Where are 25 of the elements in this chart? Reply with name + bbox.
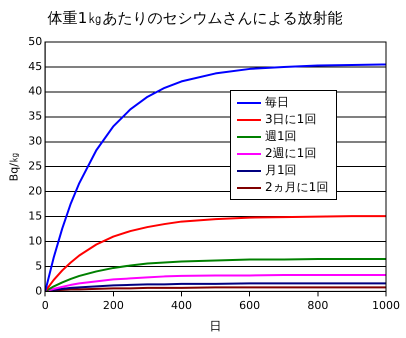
y-tick-label: 0 [35,284,42,298]
y-tick-label: 50 [28,34,42,48]
y-tick-label: 20 [28,184,42,198]
y-tick-label: 15 [28,209,42,222]
y-tick-label: 45 [28,60,42,73]
x-tick-label: 800 [307,298,328,312]
y-tick-label: 10 [28,234,42,248]
legend-label: 毎日 [265,94,289,111]
legend-label: 月1回 [265,162,297,179]
y-axis-title: Bq/㎏ [7,152,20,182]
y-tick-label: 30 [28,134,42,148]
legend-label: 週1回 [265,128,297,145]
x-axis-title: 日 [210,318,222,333]
x-tick-label: 400 [171,298,192,312]
y-tick-label: 35 [28,110,42,123]
chart-title: 体重1㎏あたりのセシウムさんによる放射能 [48,8,342,27]
y-tick-label: 25 [28,160,42,173]
legend-label: 2ヵ月に1回 [265,179,328,196]
x-tick-label: 1000 [372,298,400,312]
x-tick-label: 600 [239,298,260,312]
legend-label: 3日に1回 [265,111,316,128]
x-tick-label: 200 [102,298,124,312]
y-tick-label: 5 [35,259,42,272]
y-tick-label: 40 [28,84,42,98]
legend-label: 2週に1回 [265,145,316,162]
